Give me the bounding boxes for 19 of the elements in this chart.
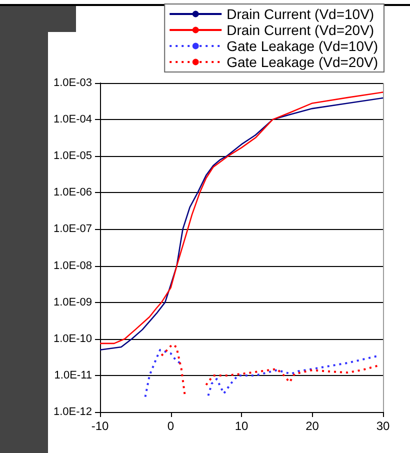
y-tick-label: 1.0E-05 — [53, 150, 92, 162]
x-tick-label: 20 — [306, 419, 320, 433]
y-tick-label: 1.0E-11 — [54, 369, 92, 382]
y-tick-label: 1.0E-12 — [53, 406, 92, 418]
legend-label: Gate Leakage (Vd=10V) — [226, 38, 378, 54]
x-tick-label: -10 — [91, 419, 109, 433]
y-tick-label: 1.0E-06 — [53, 186, 92, 199]
y-tick-label: 1.0E-08 — [53, 260, 92, 272]
y-tick-label: 1.0E-07 — [53, 223, 92, 236]
y-tick-label: 1.0E-10 — [53, 332, 92, 345]
legend-label: Gate Leakage (Vd=20V) — [226, 54, 378, 70]
y-tick-label: 1.0E-04 — [53, 114, 92, 126]
x-tick-label: 0 — [167, 419, 174, 433]
y-tick-label: 1.0E-03 — [53, 77, 92, 89]
legend-label: Drain Current (Vd=10V) — [226, 6, 374, 22]
x-tick-label: 10 — [234, 419, 248, 433]
x-tick-label: 30 — [376, 419, 390, 433]
legend-label: Drain Current (Vd=20V) — [226, 22, 374, 38]
y-tick-label: 1.0E-09 — [53, 296, 92, 308]
